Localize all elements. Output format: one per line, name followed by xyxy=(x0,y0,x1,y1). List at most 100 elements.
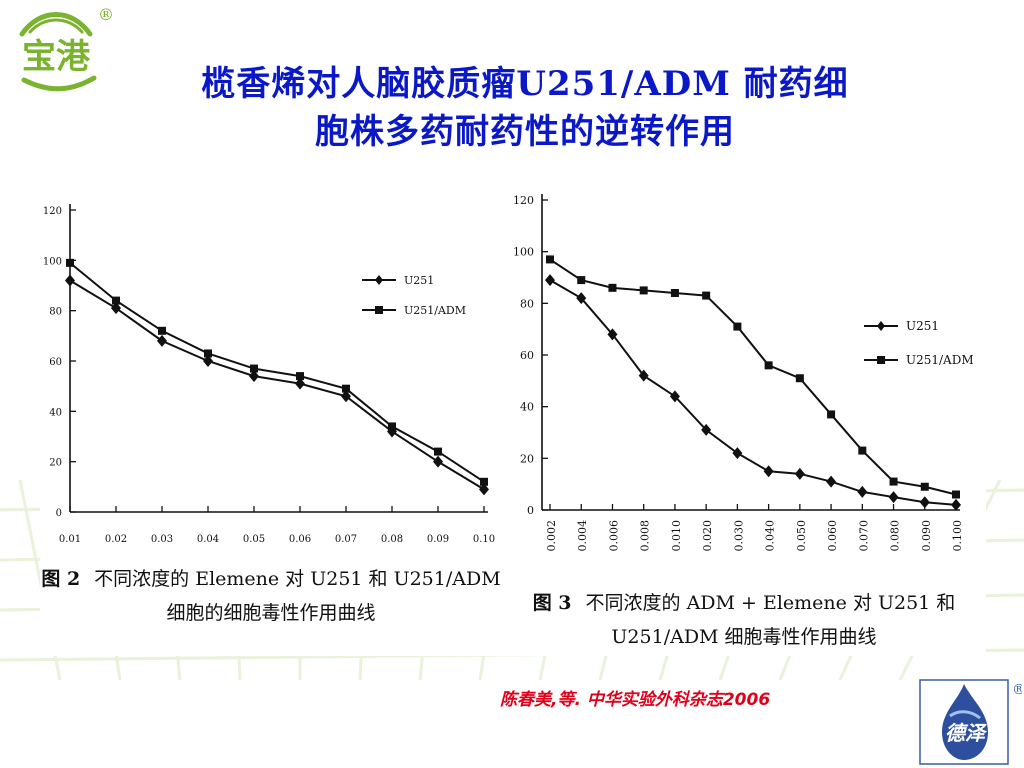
data-point-square xyxy=(733,322,742,331)
data-point-square xyxy=(639,286,648,295)
x-tick-label: 0.03 xyxy=(151,534,173,545)
x-tick-label: 0.004 xyxy=(576,520,589,552)
data-point-square xyxy=(66,258,74,267)
data-point-square xyxy=(795,374,804,383)
x-tick-label: 0.060 xyxy=(826,520,839,552)
y-tick-label: 100 xyxy=(43,256,62,267)
x-tick-label: 0.090 xyxy=(920,520,933,552)
y-tick-label: 0 xyxy=(56,508,62,519)
data-point-diamond xyxy=(433,455,443,468)
data-point-square xyxy=(158,326,166,335)
x-tick-label: 0.02 xyxy=(105,534,127,545)
x-tick-label: 0.07 xyxy=(335,534,357,545)
legend-marker-diamond xyxy=(877,321,885,331)
data-point-square xyxy=(608,283,617,292)
legend-marker-square xyxy=(375,306,383,314)
data-point-diamond xyxy=(701,423,712,436)
series-line-u251-adm xyxy=(549,258,957,496)
data-point-square xyxy=(889,477,898,486)
data-point-diamond xyxy=(857,485,868,498)
slide-title-line1: 榄香烯对人脑胶质瘤U251/ADM 耐药细 xyxy=(201,64,849,104)
data-point-square xyxy=(577,276,586,285)
x-tick-label: 0.040 xyxy=(764,520,777,552)
series-line-u251-adm xyxy=(69,262,485,483)
data-point-diamond xyxy=(295,377,305,390)
x-tick-label: 0.08 xyxy=(381,534,403,545)
data-point-diamond xyxy=(576,292,587,305)
data-point-diamond xyxy=(951,498,961,511)
x-tick-label: 0.10 xyxy=(473,534,495,545)
x-tick-label: 0.030 xyxy=(732,520,745,552)
y-tick-label: 0 xyxy=(527,504,534,517)
data-point-diamond xyxy=(157,334,167,347)
data-point-diamond xyxy=(888,491,899,504)
data-point-diamond xyxy=(341,390,351,403)
figure-3-caption-line1: 不同浓度的 ADM + Elemene 对 U251 和 xyxy=(585,592,956,614)
data-point-square xyxy=(858,446,867,455)
figure-3-chart: 0 20 40 60 80 100 120 0.002 0.004 0.006 0.008 0.010… xyxy=(513,194,974,552)
data-point-square xyxy=(764,361,773,370)
data-point-square xyxy=(204,349,212,358)
data-point-square xyxy=(920,482,929,491)
figure-3-panel: 0 20 40 60 80 100 120 0.002 0.004 0.006 0.008 0.010… xyxy=(502,186,986,656)
data-point-diamond xyxy=(203,355,213,367)
figure-3-label: 图 3 xyxy=(532,592,572,614)
registered-mark: ® xyxy=(98,5,112,24)
y-tick-label: 80 xyxy=(520,297,534,310)
slide-title-line2: 胞株多药耐药性的逆转作用 xyxy=(315,112,735,152)
leaf-logo: 宝港 ® xyxy=(19,5,112,92)
y-tick-label: 120 xyxy=(513,194,534,207)
legend-label: U251 xyxy=(906,319,939,333)
series-line-u251 xyxy=(549,279,957,506)
data-point-diamond xyxy=(65,274,75,287)
legend-marker-square xyxy=(877,356,885,364)
data-point-square xyxy=(342,384,350,393)
figure-2-panel: 0 20 40 60 80 100 120 0.01 0.02 0.03 0.04 0.05 0.06 0… xyxy=(40,186,502,656)
x-tick-label: 0.010 xyxy=(670,520,683,552)
figure-2-caption: 图 2 不同浓度的 Elemene 对 U251 和 U251/ADM 细胞的细胞… xyxy=(40,562,502,630)
data-point-diamond xyxy=(607,328,618,341)
figure-2-chart: 0 20 40 60 80 100 120 0.01 0.02 0.03 0.04 0.05 0.06 0… xyxy=(43,204,495,545)
logo-br-registered-mark: ® xyxy=(1012,682,1022,698)
x-tick-label: 0.050 xyxy=(795,520,808,552)
data-point-square xyxy=(112,296,120,305)
x-tick-label: 0.04 xyxy=(197,534,219,545)
legend-label: U251/ADM xyxy=(404,304,466,317)
x-tick-label: 0.06 xyxy=(289,534,311,545)
data-point-diamond xyxy=(763,465,774,478)
x-tick-label: 0.002 xyxy=(545,520,558,552)
y-tick-label: 20 xyxy=(49,458,62,469)
citation-text: 陈春美,等. 中华实验外科杂志2006 xyxy=(500,690,771,710)
legend-label: U251 xyxy=(404,274,434,287)
figure-3-caption-line2: U251/ADM 细胞毒性作用曲线 xyxy=(611,626,877,648)
figure-3-caption: 图 3 不同浓度的 ADM + Elemene 对 U251 和 U251/ADM… xyxy=(502,586,986,654)
data-point-diamond xyxy=(669,390,680,403)
data-point-diamond xyxy=(545,274,555,287)
y-tick-label: 40 xyxy=(49,407,62,418)
data-point-square xyxy=(952,490,960,499)
data-point-square xyxy=(670,289,679,297)
legend-label: U251/ADM xyxy=(906,353,974,367)
data-point-diamond xyxy=(794,467,805,480)
data-point-square xyxy=(296,372,304,381)
y-tick-label: 80 xyxy=(49,307,62,318)
data-point-diamond xyxy=(479,483,489,496)
data-point-diamond xyxy=(111,302,121,315)
water-drop-logo: 德泽 ® xyxy=(919,679,1022,765)
figure-2-caption-line2: 细胞的细胞毒性作用曲线 xyxy=(166,602,376,624)
data-point-diamond xyxy=(732,447,743,460)
logo-br-text: 德泽 xyxy=(945,721,988,745)
legend-marker-diamond xyxy=(375,275,383,285)
data-point-diamond xyxy=(249,370,259,383)
y-tick-label: 20 xyxy=(520,452,534,465)
x-tick-label: 0.09 xyxy=(427,534,449,545)
data-point-square xyxy=(827,410,836,419)
x-tick-label: 0.020 xyxy=(701,520,714,552)
figure-2-caption-line1: 不同浓度的 Elemene 对 U251 和 U251/ADM xyxy=(94,568,501,590)
series-line-u251 xyxy=(69,279,485,491)
y-tick-label: 40 xyxy=(520,401,534,414)
data-point-square xyxy=(480,477,488,486)
x-tick-label: 0.080 xyxy=(889,520,902,552)
data-point-square xyxy=(546,255,554,264)
data-point-diamond xyxy=(826,475,837,488)
